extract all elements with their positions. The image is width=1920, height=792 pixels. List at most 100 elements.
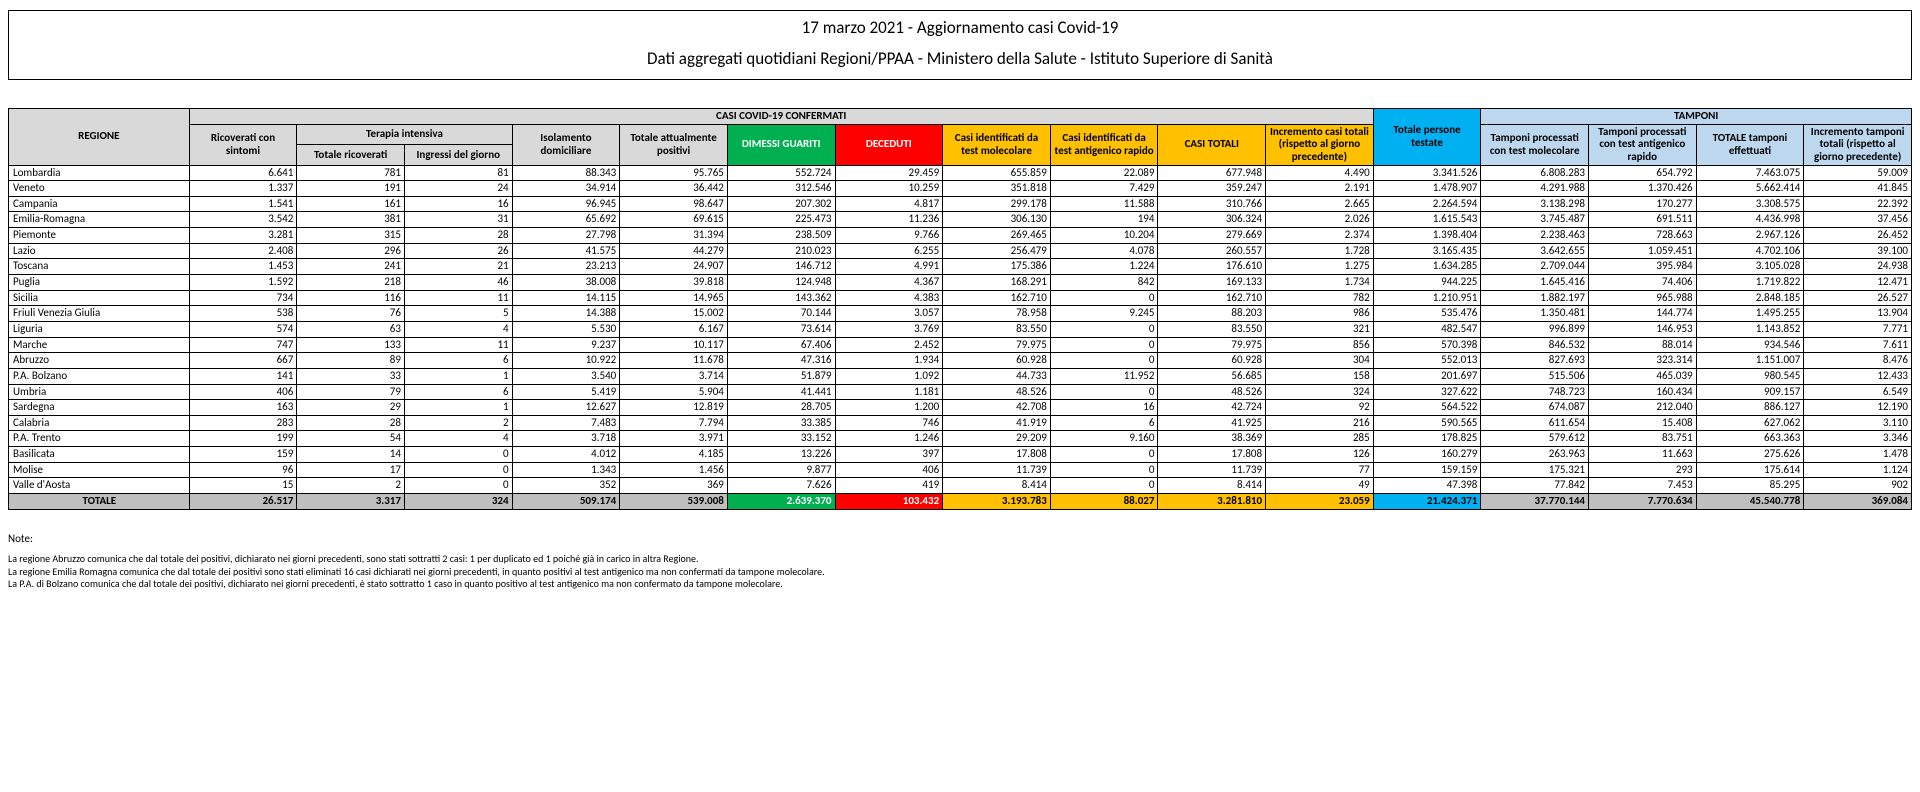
total-value: 324 bbox=[404, 494, 512, 510]
cell-value: 2 bbox=[404, 415, 512, 431]
cell-value: 9.237 bbox=[512, 337, 620, 353]
cell-value: 327.622 bbox=[1373, 384, 1481, 400]
cell-region: Friuli Venezia Giulia bbox=[9, 306, 190, 322]
cell-value: 26 bbox=[404, 243, 512, 259]
total-value: 23.059 bbox=[1266, 494, 1374, 510]
table-row: Calabria2832827.4837.79433.38574641.9196… bbox=[9, 415, 1912, 431]
cell-value: 4.012 bbox=[512, 447, 620, 463]
cell-value: 162.710 bbox=[1158, 290, 1266, 306]
cell-value: 13.904 bbox=[1804, 306, 1912, 322]
note-line: La P.A. di Bolzano comunica che dal tota… bbox=[8, 578, 1912, 591]
table-row: Liguria5746345.5306.16773.6143.76983.550… bbox=[9, 321, 1912, 337]
cell-value: 201.697 bbox=[1373, 368, 1481, 384]
cell-region: Puglia bbox=[9, 275, 190, 291]
cell-value: 14.965 bbox=[620, 290, 728, 306]
table-row: Veneto1.3371912434.91436.442312.54610.25… bbox=[9, 181, 1912, 197]
cell-value: 1.200 bbox=[835, 400, 943, 416]
cell-value: 310.766 bbox=[1158, 196, 1266, 212]
cell-value: 674.087 bbox=[1481, 400, 1589, 416]
cell-value: 10.922 bbox=[512, 353, 620, 369]
table-row: Lombardia6.6417818188.34395.765552.72429… bbox=[9, 165, 1912, 181]
cell-value: 4.702.106 bbox=[1696, 243, 1804, 259]
cell-value: 2.967.126 bbox=[1696, 228, 1804, 244]
cell-value: 564.522 bbox=[1373, 400, 1481, 416]
cell-value: 60.928 bbox=[943, 353, 1051, 369]
cell-value: 116 bbox=[297, 290, 405, 306]
cell-value: 6.641 bbox=[189, 165, 297, 181]
cell-value: 3.308.575 bbox=[1696, 196, 1804, 212]
cell-value: 3.346 bbox=[1804, 431, 1912, 447]
cell-value: 3.165.435 bbox=[1373, 243, 1481, 259]
cell-value: 9.245 bbox=[1050, 306, 1158, 322]
cell-value: 734 bbox=[189, 290, 297, 306]
cell-value: 15.002 bbox=[620, 306, 728, 322]
cell-value: 17.808 bbox=[1158, 447, 1266, 463]
cell-value: 7.794 bbox=[620, 415, 728, 431]
cell-value: 574 bbox=[189, 321, 297, 337]
cell-value: 225.473 bbox=[727, 212, 835, 228]
cell-value: 210.023 bbox=[727, 243, 835, 259]
cell-value: 1.181 bbox=[835, 384, 943, 400]
cell-value: 14.388 bbox=[512, 306, 620, 322]
table-row: Abruzzo66789610.92211.67847.3161.93460.9… bbox=[9, 353, 1912, 369]
cell-value: 11.739 bbox=[943, 462, 1051, 478]
cell-value: 51.879 bbox=[727, 368, 835, 384]
cell-value: 0 bbox=[1050, 384, 1158, 400]
cell-value: 69.615 bbox=[620, 212, 728, 228]
cell-region: Valle d'Aosta bbox=[9, 478, 190, 494]
cell-value: 238.509 bbox=[727, 228, 835, 244]
cell-value: 406 bbox=[189, 384, 297, 400]
cell-value: 15 bbox=[189, 478, 297, 494]
total-value: 509.174 bbox=[512, 494, 620, 510]
cell-value: 0 bbox=[1050, 321, 1158, 337]
total-value: 103.432 bbox=[835, 494, 943, 510]
cell-value: 275.626 bbox=[1696, 447, 1804, 463]
col-incr-tamp: Incremento tamponi totali (rispetto al g… bbox=[1804, 124, 1912, 165]
cell-value: 4.991 bbox=[835, 259, 943, 275]
cell-value: 315 bbox=[297, 228, 405, 244]
cell-value: 5.419 bbox=[512, 384, 620, 400]
cell-value: 7.626 bbox=[727, 478, 835, 494]
cell-value: 83.550 bbox=[943, 321, 1051, 337]
cell-region: Toscana bbox=[9, 259, 190, 275]
cell-value: 24.938 bbox=[1804, 259, 1912, 275]
cell-value: 5.530 bbox=[512, 321, 620, 337]
cell-value: 677.948 bbox=[1158, 165, 1266, 181]
cell-value: 95.765 bbox=[620, 165, 728, 181]
cell-value: 1.124 bbox=[1804, 462, 1912, 478]
notes: Note: La regione Abruzzo comunica che da… bbox=[8, 532, 1912, 591]
cell-value: 397 bbox=[835, 447, 943, 463]
cell-value: 579.612 bbox=[1481, 431, 1589, 447]
cell-value: 33.385 bbox=[727, 415, 835, 431]
cell-value: 39.818 bbox=[620, 275, 728, 291]
col-persone-testate: Totale persone testate bbox=[1373, 109, 1481, 166]
cell-value: 944.225 bbox=[1373, 275, 1481, 291]
cell-value: 4.817 bbox=[835, 196, 943, 212]
cell-value: 1.224 bbox=[1050, 259, 1158, 275]
table-row: Basilicata1591404.0124.18513.22639717.80… bbox=[9, 447, 1912, 463]
table-row: Piemonte3.2813152827.79831.394238.5099.7… bbox=[9, 228, 1912, 244]
cell-value: 17 bbox=[297, 462, 405, 478]
total-value: 3.281.810 bbox=[1158, 494, 1266, 510]
cell-value: 63 bbox=[297, 321, 405, 337]
cell-value: 11.952 bbox=[1050, 368, 1158, 384]
cell-value: 351.818 bbox=[943, 181, 1051, 197]
cell-value: 124.948 bbox=[727, 275, 835, 291]
cell-region: Veneto bbox=[9, 181, 190, 197]
cell-value: 2.452 bbox=[835, 337, 943, 353]
cell-value: 6.167 bbox=[620, 321, 728, 337]
cell-value: 728.663 bbox=[1589, 228, 1697, 244]
cell-value: 1.210.951 bbox=[1373, 290, 1481, 306]
cell-value: 842 bbox=[1050, 275, 1158, 291]
cell-value: 3.281 bbox=[189, 228, 297, 244]
cell-value: 1 bbox=[404, 368, 512, 384]
cell-region: Basilicata bbox=[9, 447, 190, 463]
cell-value: 1.495.255 bbox=[1696, 306, 1804, 322]
cell-value: 306.324 bbox=[1158, 212, 1266, 228]
cell-value: 748.723 bbox=[1481, 384, 1589, 400]
cell-value: 395.984 bbox=[1589, 259, 1697, 275]
cell-value: 902 bbox=[1804, 478, 1912, 494]
cell-value: 663.363 bbox=[1696, 431, 1804, 447]
cell-value: 1.934 bbox=[835, 353, 943, 369]
cell-value: 4.383 bbox=[835, 290, 943, 306]
